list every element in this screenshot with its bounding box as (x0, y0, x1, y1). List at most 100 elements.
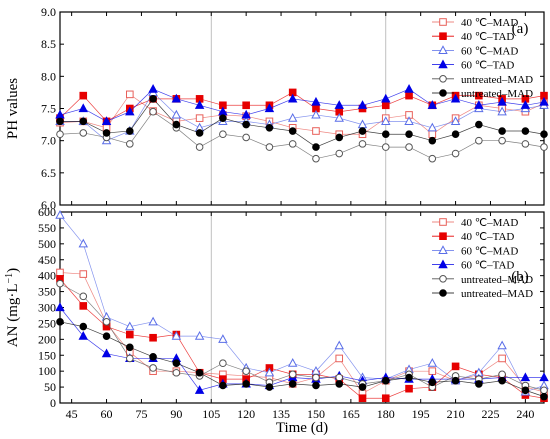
data-point (79, 292, 88, 301)
legend-marker (439, 218, 447, 226)
legend-marker (439, 89, 447, 97)
legend-label: 60 ℃–TAD (461, 260, 514, 272)
data-point (194, 385, 205, 394)
data-point (312, 127, 320, 135)
data-point (241, 109, 251, 119)
y-axis-title-superscript: −1 (4, 273, 15, 284)
y-tick-label: 500 (38, 237, 56, 251)
data-point (288, 370, 297, 379)
data-point (427, 358, 438, 367)
data-point (450, 93, 461, 103)
data-point (428, 378, 437, 387)
legend-label: untreated–MAD (461, 74, 533, 86)
data-point (126, 343, 134, 352)
data-point (312, 373, 320, 382)
data-point (475, 380, 483, 388)
data-point (334, 340, 344, 350)
data-point (521, 140, 530, 148)
x-tick-label: 180 (377, 407, 395, 421)
y-tick-label: 300 (38, 301, 56, 315)
data-point (56, 268, 64, 277)
y-tick-label: 7.5 (41, 102, 56, 116)
x-tick-label: 75 (135, 407, 147, 421)
data-point (498, 354, 506, 363)
data-point (79, 270, 88, 278)
data-point (125, 321, 135, 331)
data-point (381, 116, 391, 125)
data-point (219, 381, 227, 390)
data-point (195, 143, 204, 151)
series-line (59, 214, 545, 393)
data-point (428, 154, 437, 163)
data-point (242, 367, 250, 375)
data-point (56, 130, 64, 139)
data-point (539, 372, 549, 382)
data-point (195, 129, 204, 137)
y-tick-label: 100 (38, 364, 56, 378)
data-point (264, 367, 275, 377)
legend-marker (439, 18, 447, 26)
data-point (78, 103, 89, 113)
data-point (219, 114, 227, 122)
data-point (242, 101, 250, 110)
y-tick-label: 9.0 (41, 5, 56, 19)
data-point (381, 394, 390, 403)
data-point (311, 96, 321, 106)
data-point (475, 136, 483, 145)
data-point (219, 130, 227, 139)
data-point (55, 302, 65, 312)
panel-label: (b) (511, 269, 529, 285)
legend-marker (438, 59, 448, 69)
data-point (335, 373, 344, 382)
data-point (404, 116, 414, 125)
data-point (126, 354, 134, 363)
data-point (498, 127, 506, 135)
data-point (358, 140, 367, 148)
data-point (126, 90, 134, 99)
data-point (539, 96, 549, 106)
data-point (497, 106, 507, 116)
y-tick-label: 350 (38, 285, 56, 299)
legend-label: 40 ℃–MAD (461, 217, 518, 229)
data-point (126, 140, 134, 148)
x-tick-label: 135 (272, 407, 290, 421)
x-tick-label: 165 (342, 407, 360, 421)
data-point (335, 380, 344, 388)
data-point (56, 318, 64, 326)
data-point (405, 384, 413, 393)
data-point (381, 101, 390, 110)
data-point (405, 143, 413, 151)
series-4 (56, 107, 548, 163)
data-point (540, 143, 548, 151)
series-line (60, 98, 545, 148)
y-tick-label: 450 (38, 253, 56, 267)
data-point (171, 331, 182, 340)
x-tick-label: 45 (66, 407, 78, 421)
data-point (405, 373, 413, 382)
series-line (59, 307, 544, 391)
y-tick-label: 250 (38, 316, 56, 330)
data-point (381, 143, 390, 151)
data-point (219, 359, 227, 368)
data-point (474, 100, 484, 109)
series-5 (56, 318, 548, 401)
data-point (79, 129, 88, 137)
panel-label: (a) (512, 21, 529, 37)
series-line (60, 91, 545, 142)
y-tick-label: 150 (38, 348, 56, 362)
data-point (101, 348, 112, 358)
y-tick-label: 550 (38, 221, 56, 235)
x-tick-label: 120 (237, 407, 255, 421)
data-point (102, 332, 111, 340)
data-point (428, 136, 437, 145)
data-point (497, 340, 507, 350)
x-tick-label: 240 (516, 407, 534, 421)
series-line (59, 321, 545, 397)
data-point (405, 91, 413, 100)
data-point (451, 130, 460, 139)
data-point (334, 100, 344, 109)
data-point (381, 376, 390, 385)
